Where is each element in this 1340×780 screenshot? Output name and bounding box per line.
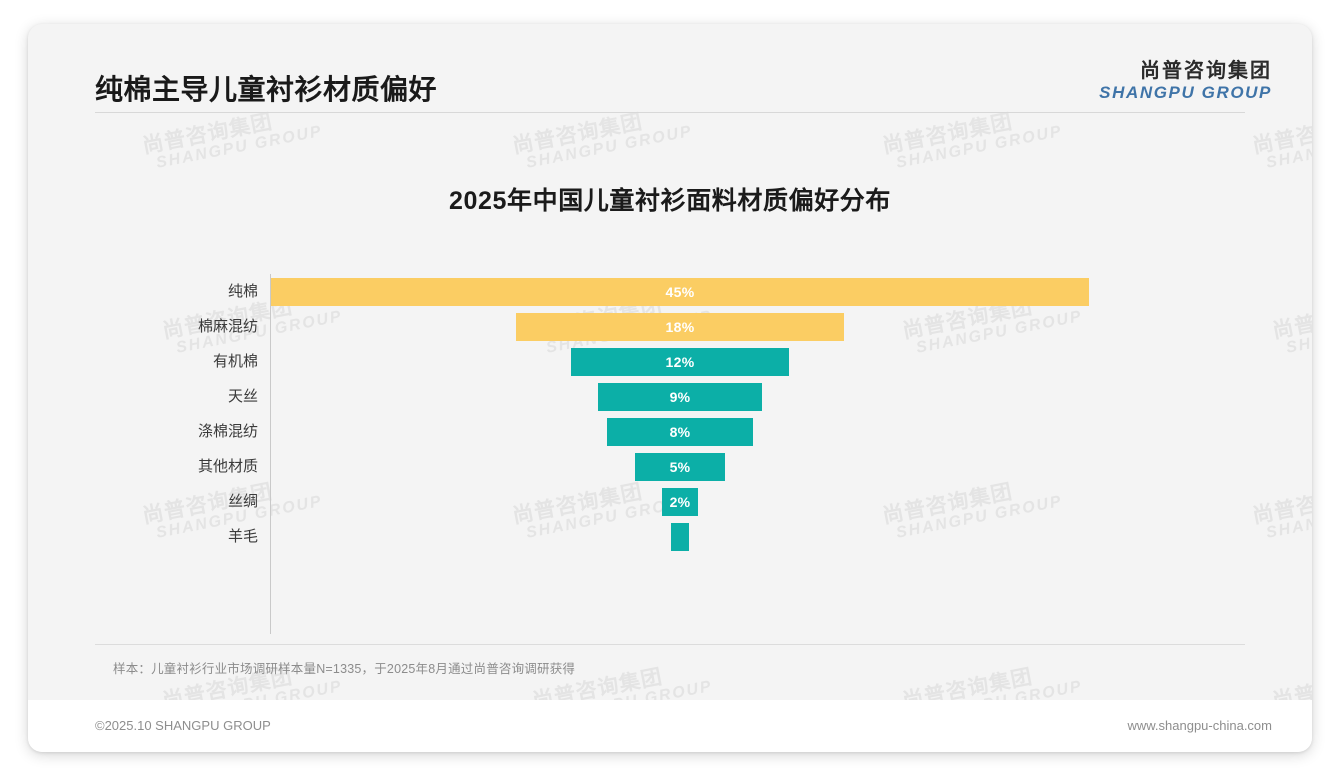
slide-footer: ©2025.10 SHANGPU GROUP www.shangpu-china… — [28, 700, 1312, 752]
chart-row: 其他材质 5% — [178, 449, 1178, 484]
chart-row: 纯棉 45% — [178, 274, 1178, 309]
category-label: 有机棉 — [212, 353, 258, 370]
category-label: 其他材质 — [197, 458, 258, 475]
category-label: 棉麻混纺 — [197, 318, 258, 335]
chart-row: 棉麻混纺 18% — [178, 309, 1178, 344]
chart-row: 羊毛 — [178, 519, 1178, 554]
bar-segment — [271, 278, 1089, 306]
chart-row: 涤棉混纺 8% — [178, 414, 1178, 449]
chart-title: 2025年中国儿童衬衫面料材质偏好分布 — [448, 187, 892, 215]
chart-row: 天丝 9% — [178, 379, 1178, 414]
chart-container: 2025年中国儿童衬衫面料材质偏好分布 纯棉 45% 棉麻混纺 18% 有机棉 12% 天丝… — [28, 129, 1312, 674]
footer-website[interactable]: www.shangpu-china.com — [1127, 718, 1272, 733]
category-label: 丝绸 — [227, 493, 258, 510]
bar-segment — [661, 488, 699, 516]
category-label: 涤棉混纺 — [197, 423, 258, 440]
funnel-chart-plot: 纯棉 45% 棉麻混纺 18% 有机棉 12% 天丝 9% 涤棉混纺 8% 其他材质 5% 丝绸 2% 羊毛 — [178, 274, 1178, 649]
header-divider — [95, 112, 1245, 113]
bar-value-label: 5% — [669, 459, 691, 475]
brand-name-cn: 尚普咨询集团 — [1140, 60, 1272, 82]
bar-segment — [607, 418, 753, 446]
chart-row: 有机棉 12% — [178, 344, 1178, 379]
bar-segment — [634, 453, 726, 481]
category-axis-line — [270, 274, 271, 634]
brand-logo: 尚普咨询集团 SHANGPU GROUP — [1099, 60, 1272, 103]
footer-copyright: ©2025.10 SHANGPU GROUP — [95, 718, 271, 733]
footnote-text: 样本：儿童衬衫行业市场调研样本量N=1335，于2025年8月通过尚普咨询调研获… — [113, 662, 576, 676]
bar-value-label: 9% — [669, 389, 691, 405]
bar-value-label: 8% — [669, 424, 691, 440]
bar-segment — [516, 313, 844, 341]
chart-row: 丝绸 2% — [178, 484, 1178, 519]
category-label: 羊毛 — [227, 528, 258, 545]
category-label: 天丝 — [227, 388, 258, 405]
slide-card: 尚普咨询集团 SHANGPU GROUP 尚普咨询集团 SHANGPU GROUP 尚普… — [28, 24, 1312, 752]
bar-value-label: 18% — [665, 319, 695, 335]
page-title: 纯棉主导儿童衬衫材质偏好 — [95, 74, 438, 105]
brand-name-en: SHANGPU GROUP — [1099, 83, 1272, 102]
slide-header: 纯棉主导儿童衬衫材质偏好 尚普咨询集团 SHANGPU GROUP — [28, 24, 1312, 105]
bar-value-label: 12% — [665, 354, 695, 370]
footnote-divider — [95, 644, 1245, 645]
bar-segment — [598, 383, 762, 411]
bar-value-label: 2% — [669, 494, 691, 510]
bar-value-label: 45% — [665, 284, 695, 300]
bar-segment — [570, 348, 790, 376]
category-label: 纯棉 — [227, 283, 258, 300]
bar-segment — [670, 523, 690, 551]
